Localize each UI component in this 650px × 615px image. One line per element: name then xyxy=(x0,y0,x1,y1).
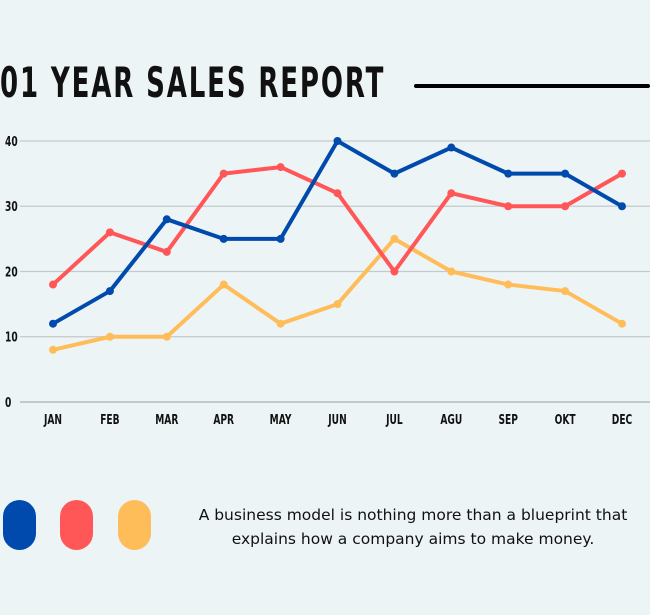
x-tick-label: JUL xyxy=(385,412,402,427)
data-point-red xyxy=(390,267,399,276)
data-point-blue xyxy=(276,234,285,243)
data-point-red xyxy=(504,202,513,211)
legend-swatch-yellow xyxy=(118,500,151,550)
x-tick-label: SEP xyxy=(498,412,517,427)
x-tick-label: DEC xyxy=(612,412,632,427)
legend-swatch-blue xyxy=(3,500,36,550)
x-tick-label: MAY xyxy=(270,412,293,427)
x-tick-label: APR xyxy=(213,412,234,427)
data-point-red xyxy=(618,169,626,178)
y-tick-label: 0 xyxy=(5,395,11,410)
x-tick-label: AGU xyxy=(440,412,462,427)
data-point-red xyxy=(447,189,456,198)
line-chart: 0 10 20 30 40 JAN FEB MAR APR MAY JUN JUL AGU SEP OKT D… xyxy=(5,134,650,427)
data-point-blue xyxy=(618,202,626,211)
x-tick-label: JAN xyxy=(43,412,62,427)
y-tick-label: 40 xyxy=(5,134,18,149)
data-point-blue xyxy=(219,234,228,243)
data-point-blue xyxy=(162,215,171,224)
data-point-yellow xyxy=(49,345,57,354)
data-point-blue xyxy=(333,137,342,145)
y-tick-label: 30 xyxy=(5,200,18,215)
data-point-yellow xyxy=(561,287,570,296)
data-point-yellow xyxy=(219,280,228,289)
data-point-yellow xyxy=(105,332,114,341)
y-tick-label: 20 xyxy=(5,265,18,280)
data-point-yellow xyxy=(618,319,626,328)
chart-title: 01 YEAR SALES REPORT xyxy=(0,58,386,107)
data-point-yellow xyxy=(276,319,285,328)
data-point-red xyxy=(276,163,285,172)
data-point-red xyxy=(333,189,342,198)
data-point-red xyxy=(105,228,114,237)
x-tick-label: OKT xyxy=(555,412,576,427)
data-point-blue xyxy=(504,169,513,178)
data-point-red xyxy=(49,280,57,289)
title-divider xyxy=(414,84,650,88)
data-point-blue xyxy=(561,169,570,178)
data-point-red xyxy=(162,247,171,256)
data-point-blue xyxy=(49,319,57,328)
legend-swatch-red xyxy=(60,500,93,550)
data-point-red xyxy=(561,202,570,211)
data-point-blue xyxy=(390,169,399,178)
series-line-red xyxy=(51,165,623,287)
data-point-blue xyxy=(447,143,456,152)
x-tick-label: FEB xyxy=(100,412,119,427)
data-point-yellow xyxy=(162,332,171,341)
x-tick-label: JUN xyxy=(327,412,346,427)
data-point-yellow xyxy=(333,300,342,309)
y-tick-label: 10 xyxy=(5,330,18,345)
series-line-blue xyxy=(52,139,623,326)
data-point-blue xyxy=(105,287,114,296)
data-point-yellow xyxy=(447,267,456,276)
data-point-yellow xyxy=(504,280,513,289)
data-point-red xyxy=(219,169,228,178)
data-point-yellow xyxy=(390,234,399,243)
caption-text: A business model is nothing more than a … xyxy=(198,506,628,548)
x-tick-label: MAR xyxy=(155,412,178,427)
